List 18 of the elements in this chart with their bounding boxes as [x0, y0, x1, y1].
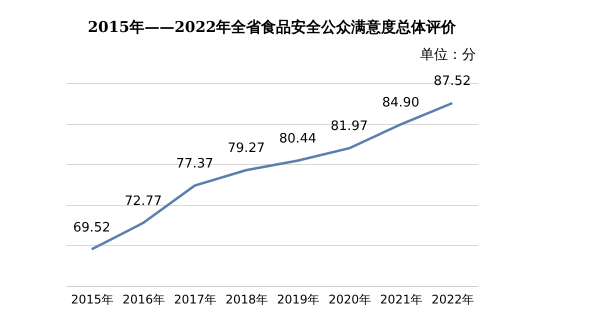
data-label: 87.52 — [434, 74, 471, 90]
x-tick-label: 2017年 — [174, 292, 217, 306]
data-label: 77.37 — [176, 156, 214, 172]
x-tick-label: 2015年 — [70, 292, 114, 306]
data-label: 72.77 — [124, 194, 162, 209]
data-label: 80.44 — [279, 132, 316, 147]
x-tick-label: 2021年 — [380, 292, 423, 306]
data-label: 79.27 — [228, 141, 265, 156]
x-tick-label: 2016年 — [122, 292, 166, 306]
x-tick-label: 2018年 — [225, 292, 268, 306]
data-label: 84.90 — [382, 95, 420, 110]
data-label: 81.97 — [330, 119, 368, 134]
chart-title: 2015年——2022年全省食品安全公众满意度总体评价 — [88, 18, 458, 36]
x-tick-label: 2020年 — [328, 292, 372, 306]
data-label: 69.52 — [73, 220, 110, 236]
x-tick-label: 2022年 — [431, 292, 474, 306]
x-tick-label: 2019年 — [276, 292, 320, 306]
text: 单位：分 — [420, 46, 476, 64]
